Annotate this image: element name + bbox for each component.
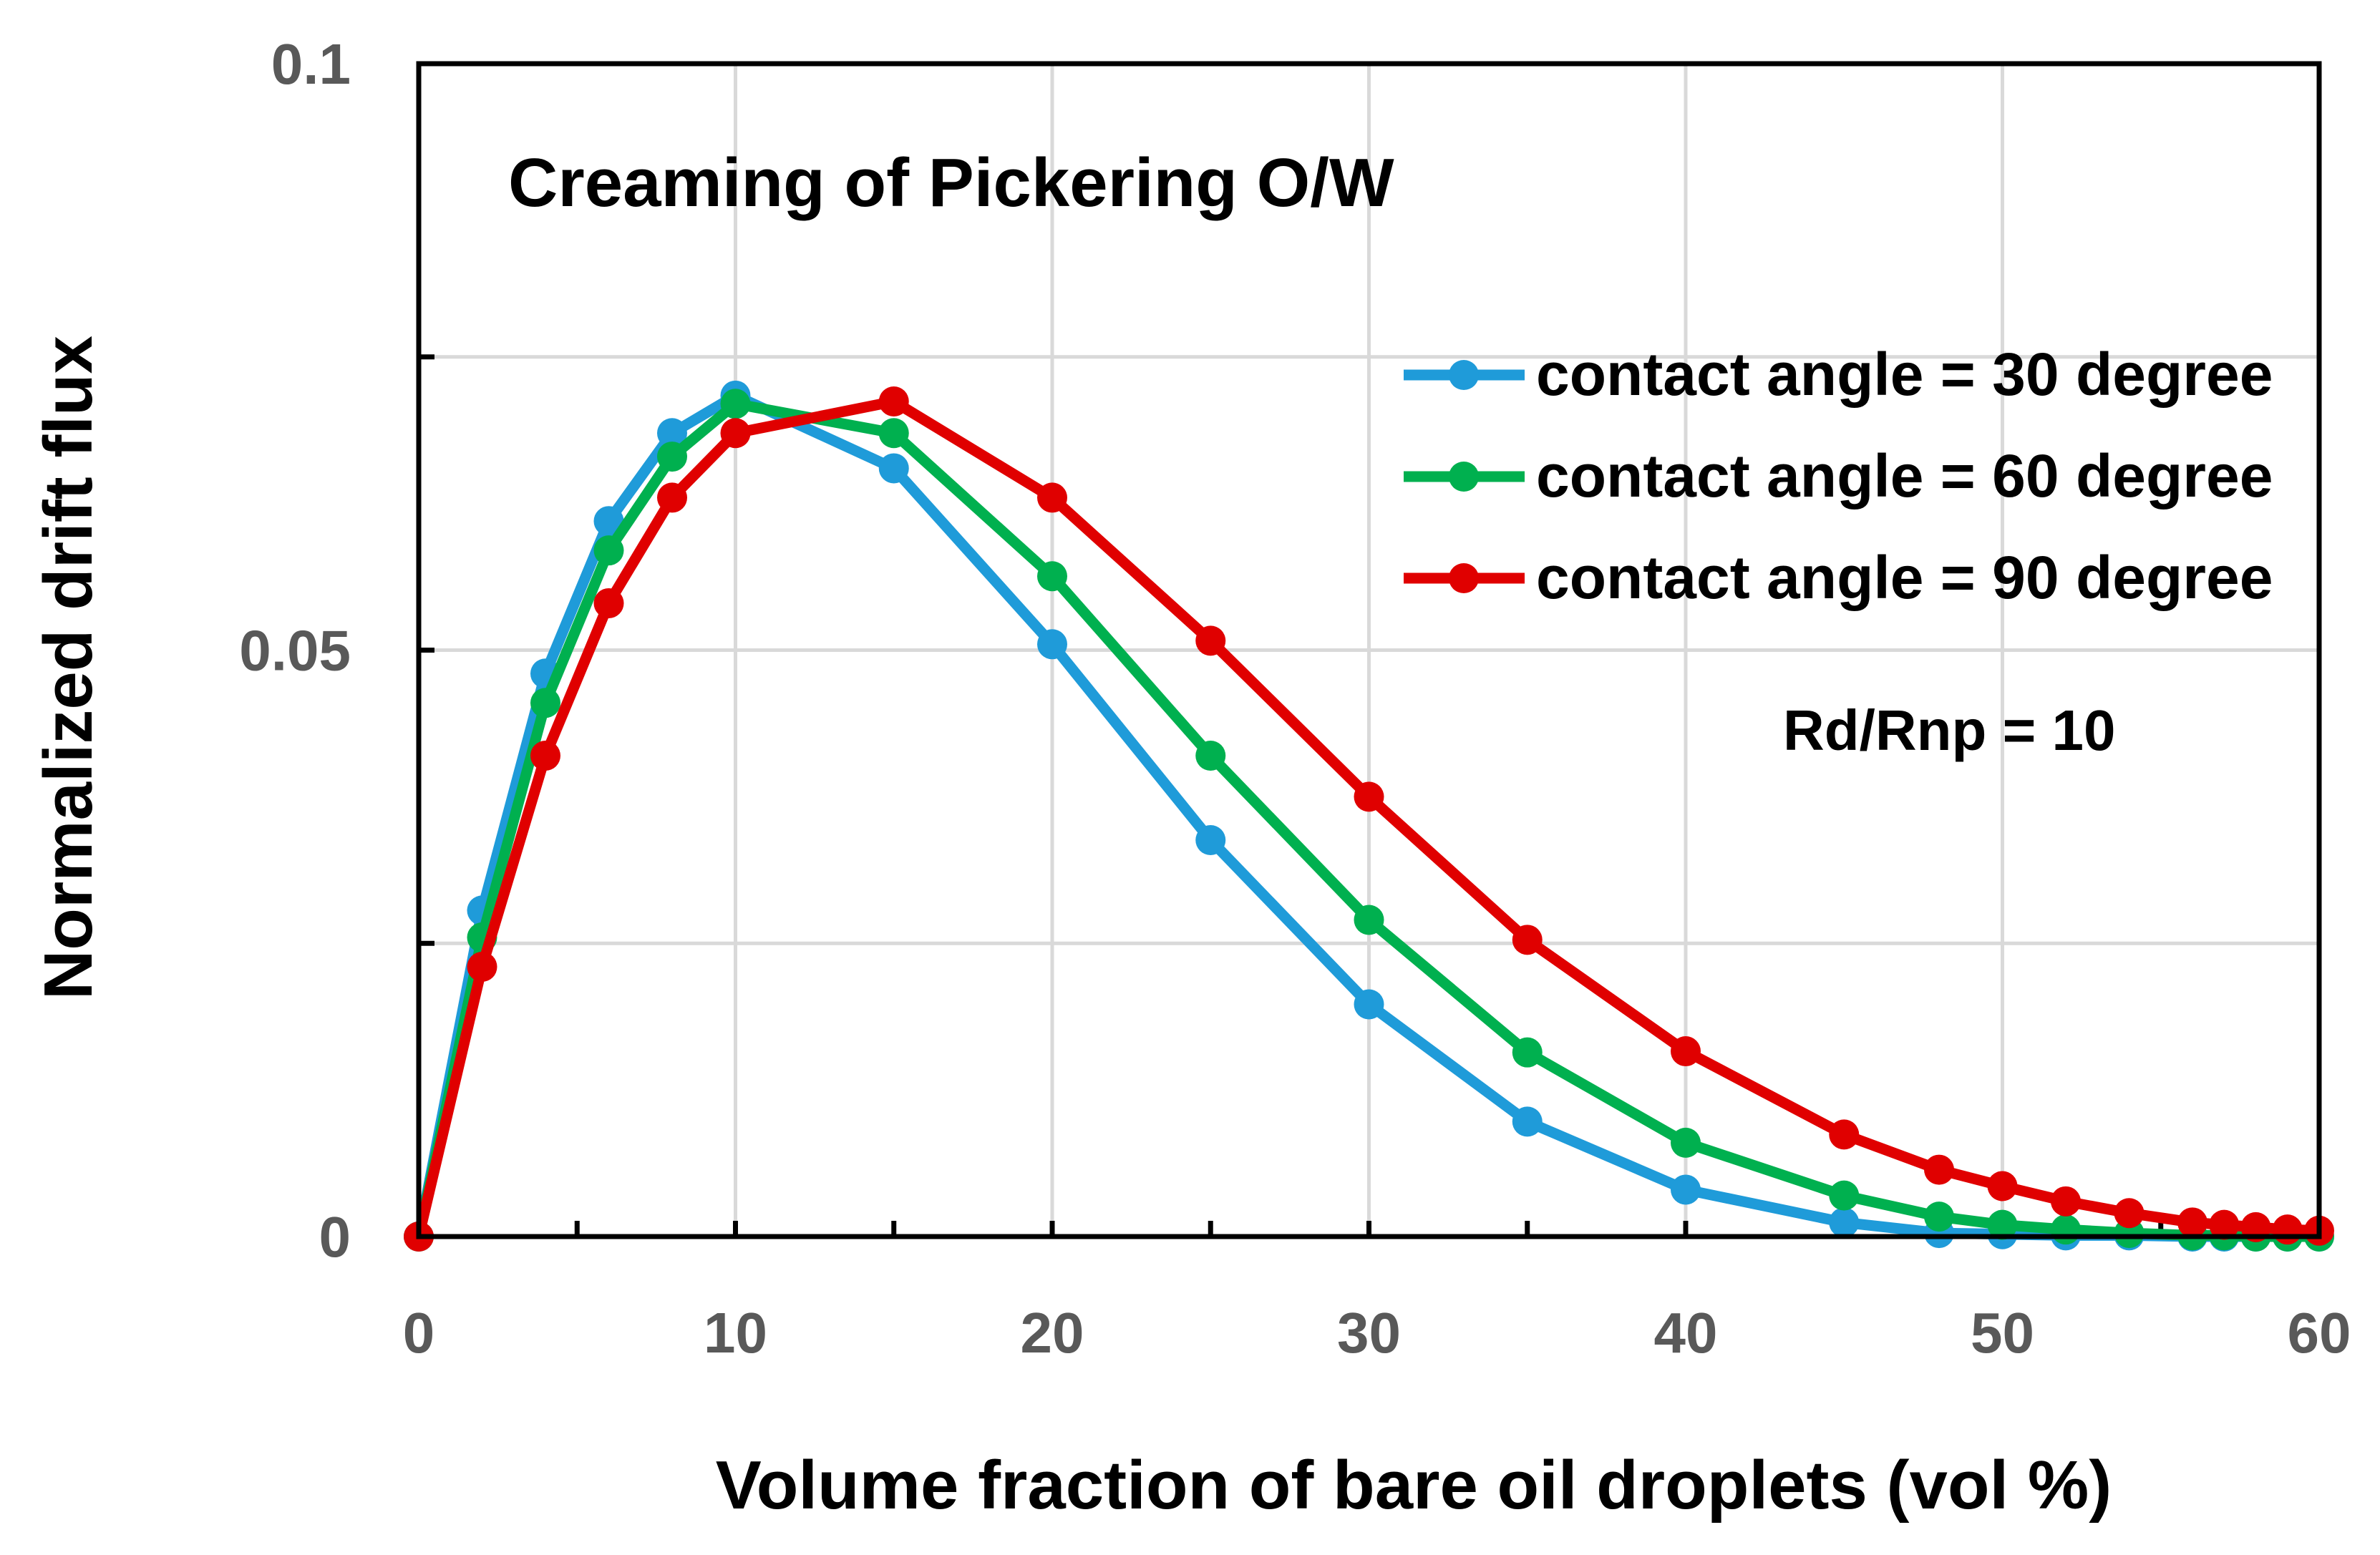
data-point — [593, 588, 624, 618]
data-point — [1987, 1171, 2018, 1201]
data-point — [593, 535, 624, 566]
data-point — [1037, 561, 1067, 592]
x-tick-label: 50 — [1971, 1301, 2034, 1365]
data-point — [1829, 1180, 1860, 1211]
data-point — [2209, 1209, 2240, 1240]
data-point — [2051, 1186, 2081, 1217]
x-tick-label: 0 — [403, 1301, 435, 1365]
annotation-ratio: Rd/Rnp = 10 — [1783, 698, 2116, 762]
data-point — [720, 418, 751, 449]
data-point — [2177, 1207, 2207, 1238]
legend-marker — [1449, 462, 1479, 492]
x-axis-title: Volume fraction of bare oil droplets (vo… — [716, 1447, 2112, 1524]
legend-marker — [1449, 563, 1479, 593]
series-line — [413, 396, 2320, 1238]
data-point — [1829, 1119, 1860, 1150]
plot-frame — [416, 61, 2322, 1239]
legend-marker — [1449, 360, 1479, 390]
data-point — [1512, 1106, 1543, 1137]
legend-label: contact angle = 30 degree — [1536, 341, 2273, 408]
x-tick-label: 20 — [1021, 1301, 1084, 1365]
data-point — [1829, 1207, 1860, 1238]
chart-title: Creaming of Pickering O/W — [508, 145, 1394, 221]
data-point — [1671, 1174, 1701, 1205]
data-point — [720, 389, 751, 419]
data-point — [1354, 781, 1384, 812]
legend-label: contact angle = 90 degree — [1536, 544, 2273, 611]
y-tick-label: 0.1 — [271, 32, 351, 96]
data-point — [1512, 1037, 1543, 1068]
data-point — [878, 418, 909, 449]
data-point — [878, 386, 909, 417]
data-point — [530, 688, 560, 718]
data-point — [657, 418, 687, 449]
data-point — [1924, 1154, 1954, 1185]
data-point — [1924, 1201, 1954, 1232]
data-point — [1987, 1209, 2018, 1240]
data-point — [878, 453, 909, 484]
legend-item: contact angle = 90 degree — [1404, 544, 2273, 611]
data-point — [657, 442, 687, 472]
data-point — [2114, 1198, 2145, 1229]
legend-item: contact angle = 60 degree — [1404, 442, 2273, 510]
x-tick-label: 30 — [1337, 1301, 1401, 1365]
data-point — [1354, 905, 1384, 935]
series-2 — [404, 386, 2334, 1252]
data-point — [2051, 1214, 2081, 1245]
x-tick-label: 60 — [2288, 1301, 2351, 1365]
data-point — [1671, 1127, 1701, 1158]
data-point — [1512, 925, 1543, 955]
tick-labels: 0 10 20 30 40 50 60 0 0.05 0.1 — [239, 32, 2351, 1365]
data-point — [1195, 625, 1226, 656]
data-point — [1195, 825, 1226, 856]
legend-label: contact angle = 60 degree — [1536, 442, 2273, 510]
y-tick-label: 0.05 — [239, 619, 351, 683]
data-point — [657, 482, 687, 513]
data-point — [593, 506, 624, 537]
data-point — [530, 741, 560, 771]
legend-item: contact angle = 30 degree — [1404, 341, 2273, 408]
y-axis-title: Normalized drift flux — [30, 336, 107, 1000]
data-point — [1037, 482, 1067, 513]
x-tick-label: 10 — [704, 1301, 767, 1365]
grid — [419, 64, 2319, 1237]
data-point — [467, 952, 497, 983]
y-tick-label: 0 — [319, 1205, 351, 1269]
x-tick-label: 40 — [1654, 1301, 1718, 1365]
data-point — [1671, 1036, 1701, 1067]
legend: contact angle = 30 degree contact angle =… — [1404, 341, 2273, 611]
data-point — [1354, 989, 1384, 1020]
data-point — [1195, 741, 1226, 771]
data-point — [2272, 1214, 2303, 1245]
data-point — [1037, 629, 1067, 660]
